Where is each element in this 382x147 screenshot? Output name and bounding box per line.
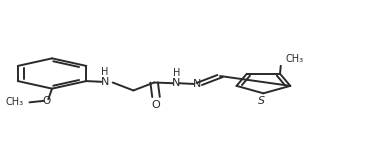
Text: CH₃: CH₃ [286, 54, 304, 64]
Text: N: N [172, 77, 181, 87]
Text: N: N [101, 77, 109, 87]
Text: S: S [258, 96, 265, 106]
Text: H: H [102, 67, 109, 77]
Text: N: N [193, 79, 201, 89]
Text: CH₃: CH₃ [6, 97, 24, 107]
Text: H: H [173, 68, 180, 78]
Text: O: O [42, 96, 50, 106]
Text: O: O [152, 100, 160, 110]
